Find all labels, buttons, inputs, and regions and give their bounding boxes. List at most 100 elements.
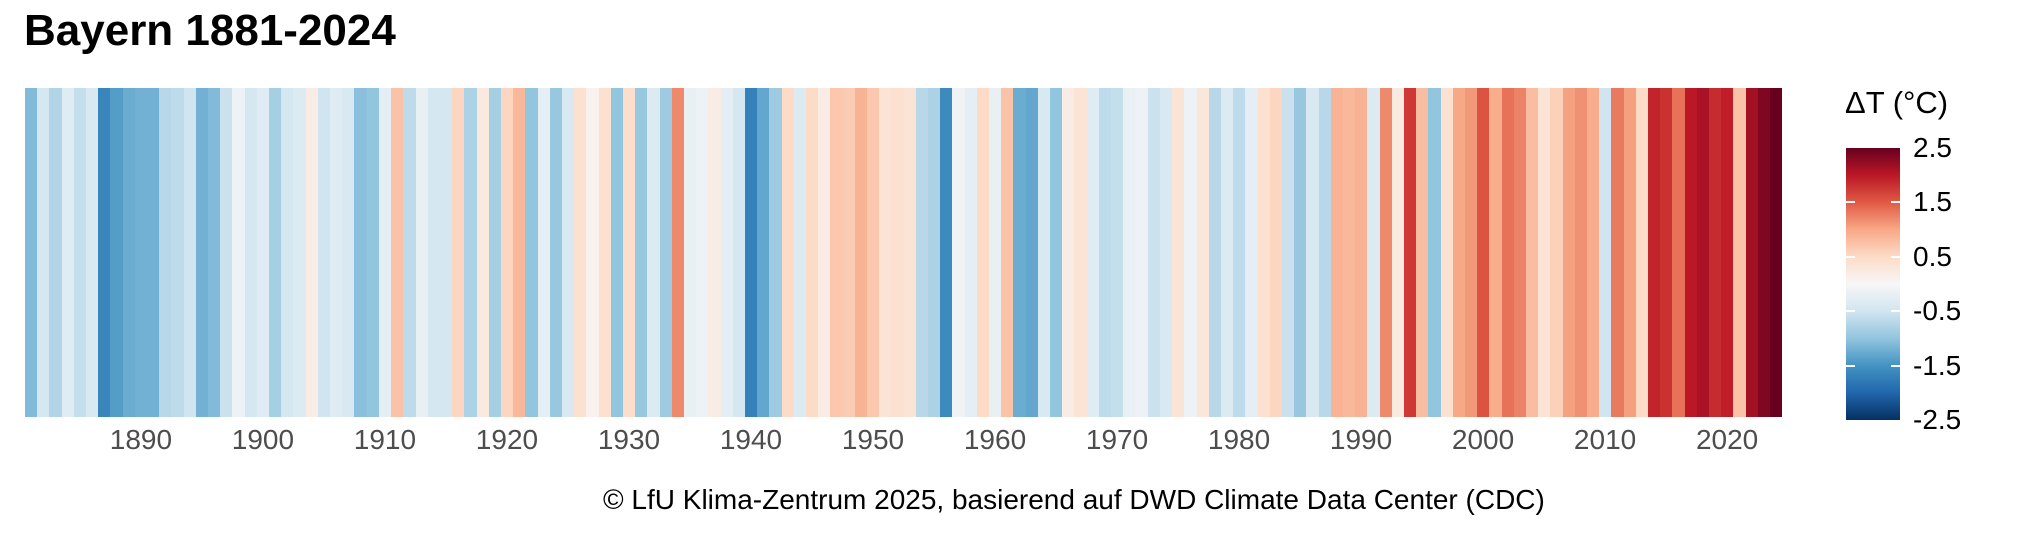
year-stripe-2021 <box>1733 88 1746 417</box>
x-axis: 1890 1900 1910 1920 1930 1940 1950 1960 1970 1980… <box>0 424 2025 460</box>
year-stripe-1957 <box>952 88 965 417</box>
x-tick-label-1960: 1960 <box>963 424 1027 455</box>
year-stripe-1934 <box>671 88 684 417</box>
year-stripe-2006 <box>1550 88 1563 417</box>
year-stripe-1923 <box>537 88 550 417</box>
x-tick-label-1980: 1980 <box>1207 424 1271 455</box>
year-stripe-1951 <box>879 88 892 417</box>
year-stripe-1882 <box>37 88 50 417</box>
x-tick-label-1970: 1970 <box>1085 424 1149 455</box>
year-stripe-1944 <box>793 88 806 417</box>
year-stripe-1927 <box>586 88 599 417</box>
year-stripe-2020 <box>1721 88 1734 417</box>
year-stripe-1922 <box>525 88 538 417</box>
year-stripe-1899 <box>244 88 257 417</box>
colorbar-tick-mark <box>1891 255 1900 258</box>
year-stripe-2007 <box>1562 88 1575 417</box>
year-stripe-1982 <box>1257 88 1270 417</box>
x-tick-label-1930: 1930 <box>597 424 661 455</box>
year-stripe-2016 <box>1672 88 1685 417</box>
year-stripe-1941 <box>757 88 770 417</box>
year-stripe-1997 <box>1440 88 1453 417</box>
year-stripe-1913 <box>415 88 428 417</box>
colorbar-tick-label--2.5: -2.5 <box>1913 404 1962 435</box>
year-stripe-1912 <box>403 88 416 417</box>
year-stripe-1976 <box>1184 88 1197 417</box>
colorbar-tick-mark <box>1846 201 1855 204</box>
x-tick-label-2020: 2020 <box>1695 424 1759 455</box>
x-tick-label-1900: 1900 <box>231 424 295 455</box>
year-stripe-1891 <box>147 88 160 417</box>
colorbar-tick-mark <box>1846 255 1855 258</box>
year-stripe-1924 <box>549 88 562 417</box>
year-stripe-1972 <box>1135 88 1148 417</box>
year-stripe-1896 <box>208 88 221 417</box>
year-stripe-1985 <box>1294 88 1307 417</box>
year-stripe-1969 <box>1098 88 1112 417</box>
year-stripe-1943 <box>781 88 794 417</box>
year-stripe-1981 <box>1245 88 1258 417</box>
year-stripe-1940 <box>744 88 758 417</box>
year-stripe-1921 <box>513 88 526 417</box>
year-stripe-1915 <box>439 88 453 417</box>
year-stripe-1900 <box>256 88 270 417</box>
colorbar-tick-mark <box>1846 310 1855 313</box>
year-stripe-1889 <box>122 88 135 417</box>
colorbar-tick-label-1.5: 1.5 <box>1913 186 1952 218</box>
year-stripe-1970 <box>1111 88 1124 417</box>
year-stripe-2018 <box>1696 88 1710 417</box>
year-stripe-1925 <box>561 88 575 417</box>
year-stripe-1975 <box>1172 88 1185 417</box>
year-stripe-2015 <box>1660 88 1673 417</box>
year-stripe-1890 <box>134 88 148 417</box>
year-stripe-2024 <box>1770 88 1783 417</box>
year-stripe-1901 <box>269 88 282 417</box>
year-stripe-1995 <box>1416 88 1429 417</box>
year-stripe-1991 <box>1367 88 1380 417</box>
year-stripe-1908 <box>354 88 367 417</box>
year-stripe-2000 <box>1477 88 1490 417</box>
stripes-plot-area <box>25 88 1783 417</box>
x-tick-label-1920: 1920 <box>475 424 539 455</box>
year-stripe-1911 <box>391 88 404 417</box>
year-stripe-1984 <box>1281 88 1295 417</box>
year-stripe-2023 <box>1757 88 1771 417</box>
year-stripe-1983 <box>1269 88 1282 417</box>
year-stripe-1947 <box>830 88 843 417</box>
year-stripe-1990 <box>1355 88 1368 417</box>
year-stripe-1956 <box>940 88 953 417</box>
year-stripe-1893 <box>171 88 184 417</box>
x-tick-label-1990: 1990 <box>1329 424 1393 455</box>
year-stripe-1910 <box>378 88 392 417</box>
year-stripe-1987 <box>1318 88 1331 417</box>
year-stripe-1930 <box>622 88 636 417</box>
year-stripe-2001 <box>1489 88 1502 417</box>
year-stripe-1898 <box>232 88 245 417</box>
year-stripe-2019 <box>1709 88 1722 417</box>
year-stripe-1948 <box>842 88 855 417</box>
colorbar-tick-label--1.5: -1.5 <box>1913 349 1962 381</box>
year-stripe-1914 <box>427 88 440 417</box>
year-stripe-1909 <box>366 88 379 417</box>
year-stripe-2022 <box>1745 88 1758 417</box>
year-stripe-1968 <box>1086 88 1099 417</box>
x-tick-label-1950: 1950 <box>841 424 905 455</box>
colorbar-tick-label-0.5: 0.5 <box>1913 240 1952 272</box>
year-stripe-1883 <box>49 88 62 417</box>
year-stripe-2003 <box>1513 88 1526 417</box>
colorbar-tick-label-2.5: 2.5 <box>1913 132 1952 163</box>
year-stripe-1907 <box>342 88 355 417</box>
year-stripe-1958 <box>964 88 977 417</box>
year-stripe-1895 <box>195 88 209 417</box>
year-stripe-1932 <box>647 88 660 417</box>
year-stripe-1929 <box>610 88 623 417</box>
year-stripe-1955 <box>928 88 941 417</box>
year-stripe-2017 <box>1684 88 1697 417</box>
year-stripe-1953 <box>903 88 916 417</box>
year-stripe-1996 <box>1428 88 1441 417</box>
year-stripe-1998 <box>1452 88 1465 417</box>
footer-credit: © LfU Klima-Zentrum 2025, basierend auf … <box>603 484 1545 515</box>
year-stripe-1938 <box>720 88 733 417</box>
year-stripe-1988 <box>1330 88 1343 417</box>
